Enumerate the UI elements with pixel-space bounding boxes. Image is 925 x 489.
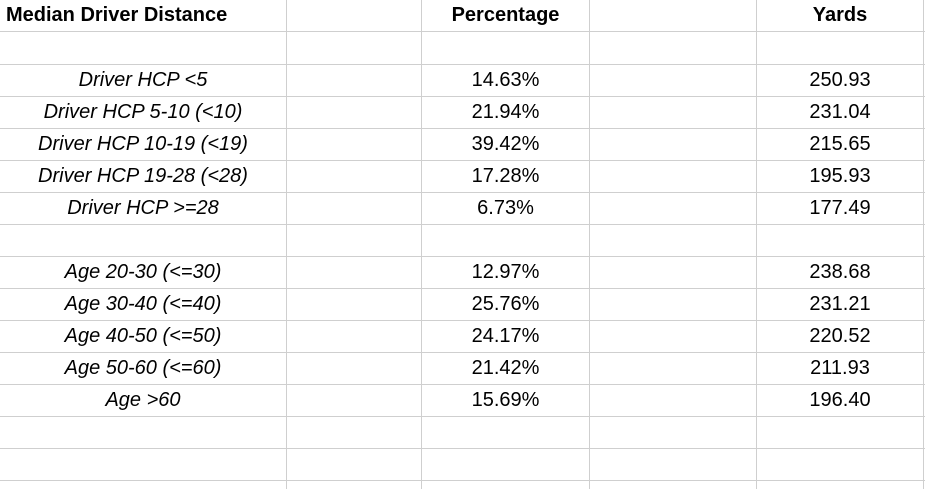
percentage-cell[interactable]: 14.63% bbox=[471, 69, 540, 91]
empty-cell[interactable] bbox=[590, 97, 756, 128]
percentage-cell[interactable] bbox=[422, 225, 589, 256]
yards-cell[interactable] bbox=[757, 417, 923, 448]
empty-cell[interactable] bbox=[590, 353, 756, 384]
header-row: Median Driver Distance Percentage Yards bbox=[0, 0, 925, 32]
percentage-cell[interactable] bbox=[422, 449, 589, 480]
column-divider bbox=[421, 0, 422, 489]
empty-cell[interactable] bbox=[287, 225, 421, 256]
empty-cell[interactable] bbox=[287, 449, 421, 480]
empty-cell[interactable] bbox=[287, 65, 421, 96]
percentage-cell[interactable]: 17.28% bbox=[471, 165, 540, 187]
table-row bbox=[0, 417, 925, 449]
row-label-cell[interactable] bbox=[0, 33, 286, 64]
empty-cell[interactable] bbox=[287, 161, 421, 192]
table-row: Age 40-50 (<=50) 24.17% 220.52 bbox=[0, 321, 925, 353]
percentage-cell[interactable]: 24.17% bbox=[471, 325, 540, 347]
empty-cell[interactable] bbox=[590, 129, 756, 160]
yards-cell[interactable]: 177.49 bbox=[809, 197, 871, 219]
yards-cell[interactable] bbox=[757, 449, 923, 480]
row-label-cell[interactable] bbox=[0, 225, 286, 256]
table-row: Driver HCP 10-19 (<19) 39.42% 215.65 bbox=[0, 129, 925, 161]
empty-cell[interactable] bbox=[590, 449, 756, 480]
empty-cell[interactable] bbox=[287, 385, 421, 416]
empty-cell[interactable] bbox=[590, 385, 756, 416]
table-row: Age 20-30 (<=30) 12.97% 238.68 bbox=[0, 257, 925, 289]
table-row: Driver HCP <5 14.63% 250.93 bbox=[0, 65, 925, 97]
empty-cell[interactable] bbox=[287, 33, 421, 64]
empty-cell[interactable] bbox=[287, 417, 421, 448]
row-label-cell[interactable]: Driver HCP 10-19 (<19) bbox=[38, 133, 248, 155]
percentage-cell[interactable]: 12.97% bbox=[471, 261, 540, 283]
percentage-cell[interactable] bbox=[422, 33, 589, 64]
row-label-cell[interactable]: Driver HCP 5-10 (<10) bbox=[43, 101, 243, 123]
table-row: Age 30-40 (<=40) 25.76% 231.21 bbox=[0, 289, 925, 321]
empty-cell[interactable] bbox=[287, 289, 421, 320]
yards-cell[interactable]: 215.65 bbox=[809, 133, 871, 155]
table-row: Age >60 15.69% 196.40 bbox=[0, 385, 925, 417]
table-row: Age 50-60 (<=60) 21.42% 211.93 bbox=[0, 353, 925, 385]
column-divider bbox=[589, 0, 590, 489]
row-label-cell[interactable] bbox=[0, 449, 286, 480]
empty-cell[interactable] bbox=[287, 257, 421, 288]
empty-cell[interactable] bbox=[287, 321, 421, 352]
percentage-cell[interactable]: 25.76% bbox=[471, 293, 540, 315]
empty-cell[interactable] bbox=[590, 225, 756, 256]
yards-cell[interactable]: 231.21 bbox=[809, 293, 871, 315]
empty-cell[interactable] bbox=[287, 97, 421, 128]
column-divider bbox=[923, 0, 924, 489]
column-divider bbox=[756, 0, 757, 489]
header-empty-cell[interactable] bbox=[287, 0, 421, 31]
yards-cell[interactable]: 220.52 bbox=[809, 325, 871, 347]
row-label-cell[interactable]: Driver HCP 19-28 (<28) bbox=[38, 165, 248, 187]
yards-cell[interactable]: 231.04 bbox=[809, 101, 871, 123]
percentage-cell[interactable]: 6.73% bbox=[477, 197, 534, 219]
empty-cell[interactable] bbox=[590, 161, 756, 192]
empty-cell[interactable] bbox=[590, 257, 756, 288]
table-row bbox=[0, 33, 925, 65]
yards-cell[interactable]: 250.93 bbox=[809, 69, 871, 91]
empty-cell[interactable] bbox=[287, 353, 421, 384]
empty-cell[interactable] bbox=[287, 129, 421, 160]
empty-cell[interactable] bbox=[590, 33, 756, 64]
row-label-cell[interactable] bbox=[0, 417, 286, 448]
yards-cell[interactable]: 195.93 bbox=[809, 165, 871, 187]
column-divider bbox=[286, 0, 287, 489]
row-label-cell[interactable]: Age >60 bbox=[105, 389, 181, 411]
row-label-cell[interactable]: Age 40-50 (<=50) bbox=[64, 325, 222, 347]
empty-cell[interactable] bbox=[590, 321, 756, 352]
empty-cell[interactable] bbox=[590, 65, 756, 96]
row-label-cell[interactable]: Age 30-40 (<=40) bbox=[64, 293, 222, 315]
table-row: Driver HCP 19-28 (<28) 17.28% 195.93 bbox=[0, 161, 925, 193]
percentage-cell[interactable]: 21.42% bbox=[471, 357, 540, 379]
table-row bbox=[0, 449, 925, 481]
row-label-cell[interactable]: Driver HCP <5 bbox=[78, 69, 208, 91]
yards-cell[interactable] bbox=[757, 33, 923, 64]
row-label-cell[interactable]: Driver HCP >=28 bbox=[67, 197, 219, 219]
percentage-cell[interactable]: 39.42% bbox=[471, 133, 540, 155]
empty-cell[interactable] bbox=[590, 289, 756, 320]
table-row: Driver HCP >=28 6.73% 177.49 bbox=[0, 193, 925, 225]
percentage-cell[interactable]: 15.69% bbox=[471, 389, 540, 411]
yards-cell[interactable]: 211.93 bbox=[810, 357, 870, 379]
header-yards[interactable]: Yards bbox=[812, 4, 868, 26]
yards-cell[interactable]: 196.40 bbox=[809, 389, 871, 411]
empty-cell[interactable] bbox=[590, 193, 756, 224]
row-label-cell[interactable]: Age 20-30 (<=30) bbox=[64, 261, 222, 283]
row-label-cell[interactable]: Age 50-60 (<=60) bbox=[64, 357, 222, 379]
header-percentage[interactable]: Percentage bbox=[451, 4, 560, 26]
yards-cell[interactable] bbox=[757, 225, 923, 256]
table-row bbox=[0, 225, 925, 257]
empty-cell[interactable] bbox=[590, 417, 756, 448]
empty-cell[interactable] bbox=[287, 193, 421, 224]
header-empty-cell[interactable] bbox=[590, 0, 756, 31]
table-row: Driver HCP 5-10 (<10) 21.94% 231.04 bbox=[0, 97, 925, 129]
header-median-driver-distance[interactable]: Median Driver Distance bbox=[6, 4, 228, 26]
percentage-cell[interactable]: 21.94% bbox=[471, 101, 540, 123]
percentage-cell[interactable] bbox=[422, 417, 589, 448]
yards-cell[interactable]: 238.68 bbox=[809, 261, 871, 283]
